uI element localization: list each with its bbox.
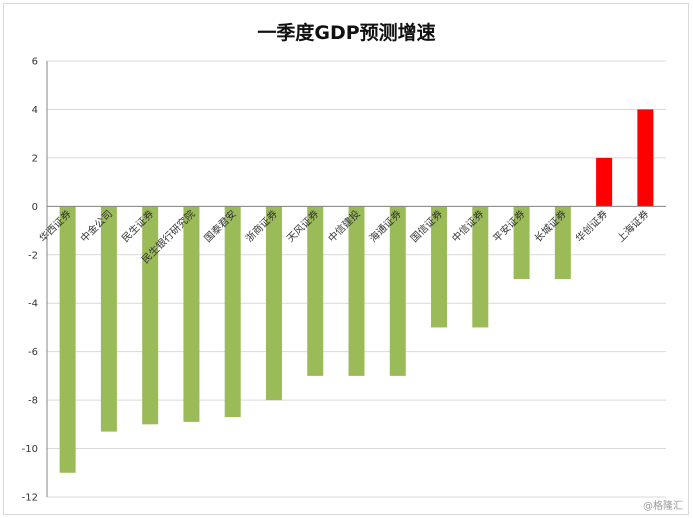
y-tick-label: 0: [32, 202, 38, 213]
y-tick-label: -6: [28, 347, 38, 358]
chart-frame: [3, 3, 689, 515]
bars: [59, 109, 654, 473]
y-tick-label: -2: [28, 250, 38, 261]
bar: [224, 206, 241, 418]
y-axis-ticks: 6 4 2 0 -2 -4 -6 -8 -10 -12: [22, 57, 38, 504]
x-tick-label: 华创证券: [573, 207, 610, 244]
y-tick-label: -12: [22, 493, 38, 504]
bar: [389, 206, 406, 376]
y-tick-label: -4: [28, 299, 38, 310]
y-tick-label: -8: [28, 396, 38, 407]
bar: [183, 206, 200, 422]
watermark: @格隆汇: [643, 501, 683, 512]
y-tick-label: 4: [32, 105, 38, 116]
x-tick-label: 上海证券: [614, 207, 651, 244]
bar: [637, 109, 654, 207]
bar: [431, 206, 448, 328]
bar: [307, 206, 324, 376]
bar: [513, 206, 530, 279]
bar: [142, 206, 159, 425]
bar: [348, 206, 365, 376]
bar: [596, 157, 613, 207]
y-tick-label: 6: [32, 57, 38, 68]
y-tick-label: 2: [32, 153, 38, 164]
bar: [59, 206, 76, 473]
bar: [472, 206, 489, 328]
bar: [554, 206, 571, 279]
bar: [265, 206, 282, 401]
chart-title: 一季度GDP预测增速: [257, 22, 436, 44]
bar: [100, 206, 117, 432]
y-tick-label: -10: [22, 444, 38, 455]
